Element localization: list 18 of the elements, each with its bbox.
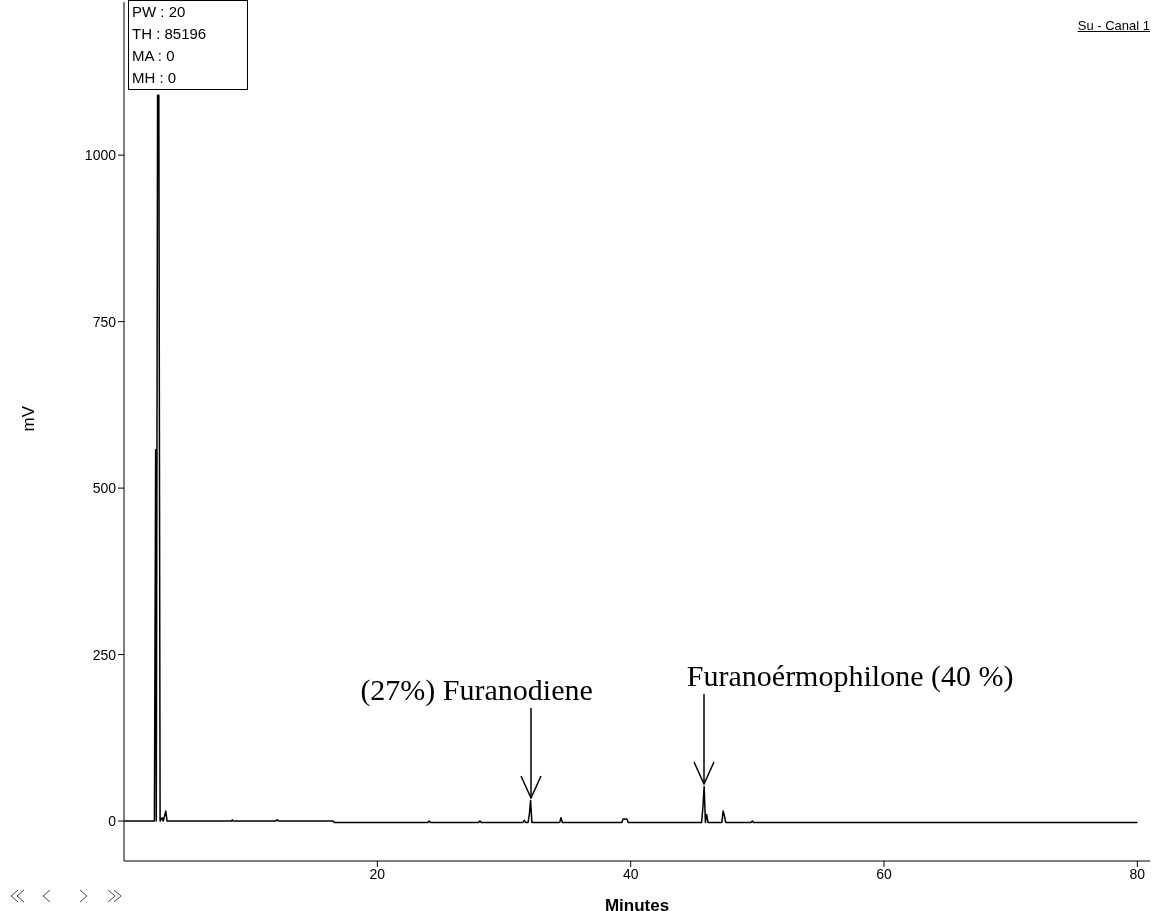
annotation: (27%) Furanodiene [360,673,593,707]
x-tick-label: 60 [876,865,892,882]
y-tick-label: 0 [108,813,117,830]
annotation: Furanoérmophilone (40 %) [686,659,1014,693]
annotation: MH : 0 [132,68,178,88]
y-tick-label: 250 [92,646,117,663]
annotation: Su - Canal 1 [1077,18,1150,33]
x-tick-label: 20 [369,865,386,882]
annotation: MA : 0 [132,46,176,66]
annotation: TH : 85196 [132,24,208,44]
y-tick-label: 750 [92,313,117,330]
x-axis-title: Minutes [604,896,670,911]
x-tick-label: 40 [622,865,639,882]
y-tick-label: 500 [92,480,117,497]
annotation: PW : 20 [132,2,187,22]
x-tick-label: 80 [1129,865,1146,882]
y-tick-label: 1000 [84,147,117,164]
y-axis-title: mV [19,405,39,432]
